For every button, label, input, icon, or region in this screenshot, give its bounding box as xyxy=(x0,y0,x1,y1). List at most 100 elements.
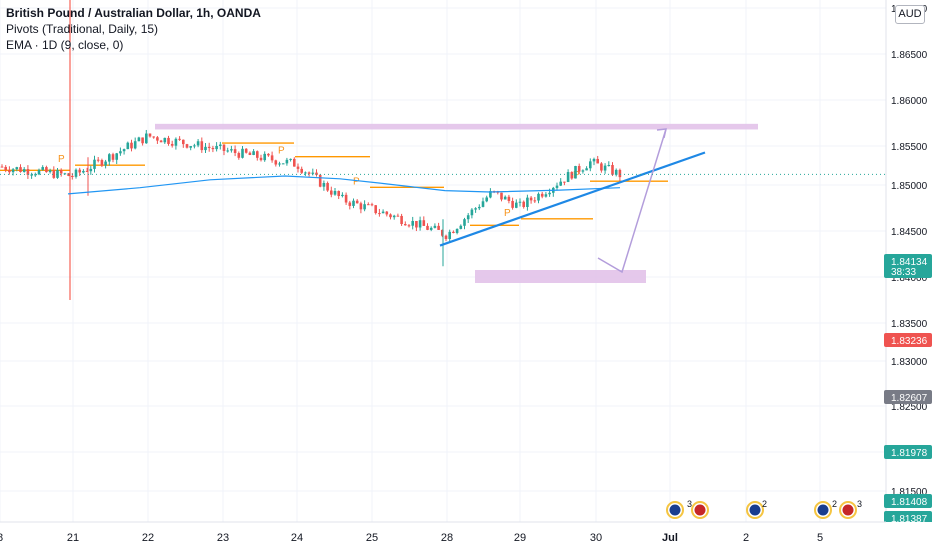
pivot-label: P xyxy=(353,176,360,187)
candle-body xyxy=(241,148,244,158)
candle-body xyxy=(193,145,196,147)
candle-body xyxy=(437,225,440,230)
ema-indicator-label[interactable]: EMA · 1D (9, close, 0) xyxy=(6,38,124,52)
candle-body xyxy=(163,137,167,143)
event-icon-flag xyxy=(749,504,761,516)
price-label-value: 1.81387 xyxy=(891,514,928,525)
time-tick-label: 24 xyxy=(291,532,303,544)
au-flag-event-icon[interactable] xyxy=(666,501,684,519)
candle-body xyxy=(389,214,392,218)
au-flag-event-icon[interactable] xyxy=(746,501,764,519)
candle-body xyxy=(367,204,370,206)
candle-body xyxy=(93,159,96,169)
candle-body xyxy=(426,225,429,230)
candle-body xyxy=(404,224,407,226)
drawn-zones xyxy=(155,123,758,283)
candle-body xyxy=(222,144,226,151)
uk-flag-event-icon[interactable] xyxy=(691,501,709,519)
candle-body xyxy=(145,133,148,144)
candle-body xyxy=(363,204,366,210)
candle-body xyxy=(244,148,248,153)
candle-body xyxy=(233,149,237,154)
price-label-box xyxy=(884,390,932,404)
chart-legend: British Pound / Australian Dollar, 1h, O… xyxy=(6,5,261,53)
candle-body xyxy=(22,169,26,172)
event-count-badge: 2 xyxy=(832,499,837,509)
candle-body xyxy=(533,200,537,202)
candle-body xyxy=(256,151,259,158)
candle-body xyxy=(270,155,274,161)
candle-body xyxy=(585,168,588,171)
price-axis[interactable]: 1.870001.865001.860001.855001.850001.845… xyxy=(884,0,932,525)
grid-lines xyxy=(0,0,886,522)
candle-body xyxy=(0,166,4,168)
candle-body xyxy=(515,202,518,208)
projection-arrow xyxy=(597,128,667,274)
candle-body xyxy=(544,194,548,197)
candle-body xyxy=(37,169,41,175)
candle-body xyxy=(230,149,233,151)
price-label-box xyxy=(884,511,932,525)
candle-body xyxy=(219,144,222,146)
candle-body xyxy=(4,166,7,170)
candle-body xyxy=(444,235,448,239)
symbol-title[interactable]: British Pound / Australian Dollar, 1h, O… xyxy=(6,6,261,20)
candle-body xyxy=(518,201,522,203)
candle-body xyxy=(318,174,322,187)
event-icon-flag xyxy=(817,504,829,516)
candle-body xyxy=(130,142,133,149)
time-tick-label: 29 xyxy=(514,532,526,544)
ema-line xyxy=(67,175,621,195)
candle-body xyxy=(529,197,533,201)
au-flag-event-icon[interactable] xyxy=(814,501,832,519)
currency-button[interactable]: AUD xyxy=(895,5,925,24)
candle-body xyxy=(104,161,107,166)
time-tick-label: 23 xyxy=(217,532,229,544)
time-tick-label: 30 xyxy=(590,532,602,544)
price-tick-label: 1.83000 xyxy=(891,357,928,368)
price-label-box xyxy=(884,494,932,508)
candle-body xyxy=(611,165,614,175)
event-markers[interactable]: 3 2 2 3 xyxy=(666,499,862,519)
time-tick-label: 22 xyxy=(142,532,154,544)
candle-body xyxy=(119,151,122,154)
candle-body xyxy=(489,191,492,198)
pivots-indicator-label[interactable]: Pivots (Traditional, Daily, 15) xyxy=(6,22,159,36)
time-tick-label: 25 xyxy=(366,532,378,544)
candle-body xyxy=(433,225,437,228)
price-label-value: 1.81978 xyxy=(891,448,928,459)
event-icon-flag xyxy=(842,504,854,516)
candle-body xyxy=(48,170,52,173)
candle-body xyxy=(337,191,340,197)
candle-body xyxy=(574,165,577,179)
candle-body xyxy=(63,173,67,175)
candle-body xyxy=(71,175,74,177)
price-tick-label: 1.86000 xyxy=(891,96,928,107)
candle-body xyxy=(89,168,93,172)
candle-body xyxy=(485,197,488,202)
candle-body xyxy=(537,193,540,201)
candle-body xyxy=(411,220,414,226)
price-tick-label: 1.82500 xyxy=(891,402,928,413)
candle-body xyxy=(8,169,11,173)
candle-body xyxy=(392,215,396,218)
uk-flag-event-icon[interactable] xyxy=(839,501,857,519)
candle-body xyxy=(407,225,411,227)
candle-body xyxy=(566,172,570,183)
price-label-value: 1.83236 xyxy=(891,336,928,347)
candle-body xyxy=(296,166,300,169)
price-label-box xyxy=(884,333,932,347)
time-axis[interactable]: 82122232425282930Jul25 xyxy=(0,521,932,550)
candle-body xyxy=(333,191,337,195)
candle-body xyxy=(19,167,22,172)
candle-body xyxy=(344,194,348,203)
candle-body xyxy=(448,231,451,239)
candle-body xyxy=(326,183,329,191)
candle-body xyxy=(452,231,455,233)
candle-body xyxy=(215,145,218,150)
candle-body xyxy=(348,202,352,206)
price-tick-label: 1.84000 xyxy=(891,273,928,284)
candle-body xyxy=(385,211,389,215)
candle-body xyxy=(548,192,551,195)
